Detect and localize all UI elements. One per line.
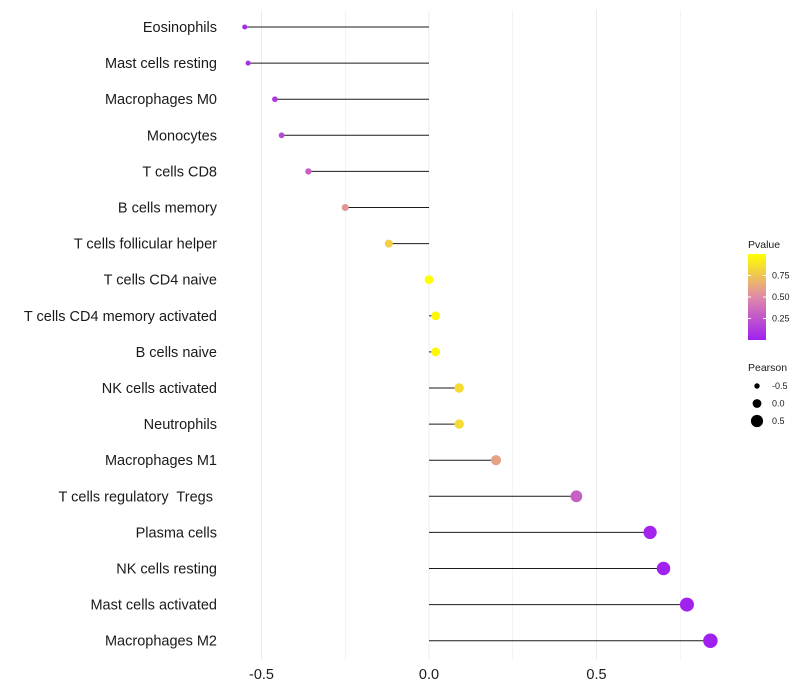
category-label: Macrophages M2 xyxy=(105,634,217,650)
data-point xyxy=(643,525,657,540)
data-point xyxy=(656,561,671,576)
size-legend-label: 0.5 xyxy=(772,416,785,426)
category-label: T cells CD8 xyxy=(142,164,217,180)
size-legend-dot xyxy=(752,399,762,408)
data-point xyxy=(384,239,393,248)
colorbar-tick-label: 0.25 xyxy=(772,314,790,324)
data-point xyxy=(679,597,694,612)
data-point xyxy=(454,419,464,429)
category-label: Plasma cells xyxy=(136,525,217,541)
lollipop-stems xyxy=(244,26,711,642)
y-axis-labels: Eosinophils Mast cells resting Macrophages… xyxy=(24,20,218,650)
category-label: B cells naive xyxy=(136,345,217,361)
data-point xyxy=(490,455,502,466)
category-label: Macrophages M0 xyxy=(105,92,217,108)
colorbar-tick-label: 0.75 xyxy=(772,271,790,281)
category-label: B cells memory xyxy=(118,201,218,217)
category-label: Mast cells resting xyxy=(105,56,217,72)
data-point xyxy=(703,633,718,648)
data-point xyxy=(305,168,312,175)
colorbar-tick-label: 0.50 xyxy=(772,292,790,302)
pearson-legend-title: Pearson xyxy=(748,362,787,374)
category-label: Neutrophils xyxy=(144,417,217,433)
category-label: Eosinophils xyxy=(143,20,217,36)
data-point xyxy=(454,383,464,393)
data-point xyxy=(424,275,434,285)
size-legend-label: -0.5 xyxy=(772,381,788,391)
data-point xyxy=(431,347,441,357)
pvalue-colorbar xyxy=(748,254,766,340)
category-label: T cells CD4 memory activated xyxy=(24,309,217,325)
size-legend-dot xyxy=(754,383,760,389)
category-label: T cells follicular helper xyxy=(74,237,217,253)
pvalue-legend: Pvalue 0.75 0.50 0.25 xyxy=(748,239,790,340)
category-label: NK cells activated xyxy=(102,381,217,397)
x-tick-label: -0.5 xyxy=(249,667,274,683)
x-axis-ticks: -0.5 0.0 0.5 xyxy=(249,667,607,683)
pearson-legend: Pearson -0.5 0.0 0.5 xyxy=(748,362,788,428)
data-point xyxy=(242,24,248,30)
category-label: T cells CD4 naive xyxy=(104,273,217,289)
category-label: T cells regulatory Tregs xyxy=(59,489,218,505)
x-tick-label: 0.0 xyxy=(419,667,439,683)
grid-lines xyxy=(261,10,681,660)
size-legend-dot xyxy=(750,414,764,428)
data-point xyxy=(431,311,441,321)
lollipop-points xyxy=(242,24,718,648)
data-point xyxy=(570,490,583,503)
category-label: Monocytes xyxy=(147,128,217,144)
category-label: Mast cells activated xyxy=(90,598,217,614)
pvalue-legend-title: Pvalue xyxy=(748,239,780,251)
data-point xyxy=(278,132,285,139)
x-tick-label: 0.5 xyxy=(586,667,606,683)
data-point xyxy=(341,203,349,212)
data-point xyxy=(245,60,251,66)
category-label: NK cells resting xyxy=(116,562,217,578)
category-label: Macrophages M1 xyxy=(105,453,217,469)
size-legend-label: 0.0 xyxy=(772,399,785,409)
data-point xyxy=(272,96,278,103)
